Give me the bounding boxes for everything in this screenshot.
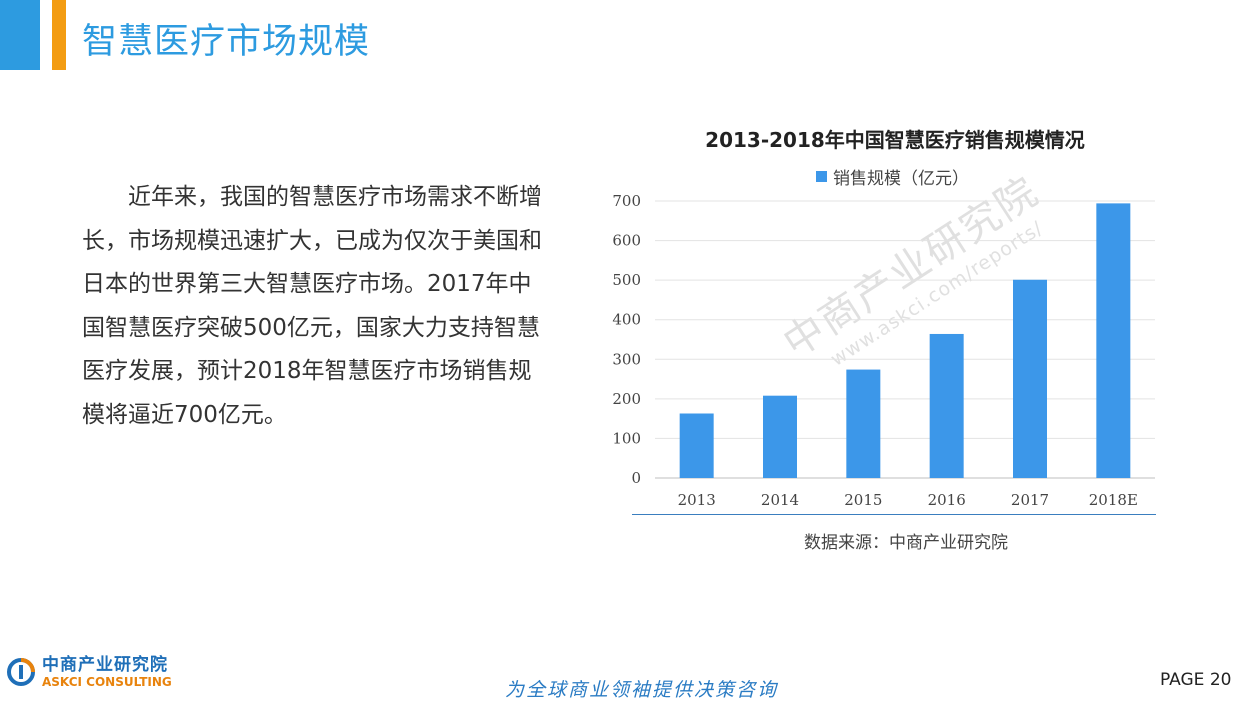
y-tick-label: 0 bbox=[631, 469, 641, 487]
y-tick-label: 700 bbox=[612, 192, 641, 210]
bar bbox=[679, 413, 714, 478]
x-tick-label: 2015 bbox=[844, 491, 882, 509]
bar bbox=[846, 369, 881, 478]
body-paragraph: 近年来，我国的智慧医疗市场需求不断增长，市场规模迅速扩大，已成为仅次于美国和日本… bbox=[82, 184, 542, 428]
chart-legend: 销售规模（亿元） bbox=[816, 164, 969, 189]
legend-label: 销售规模（亿元） bbox=[833, 169, 969, 189]
y-tick-label: 200 bbox=[612, 390, 641, 408]
header-accent-blue bbox=[0, 0, 40, 70]
header-accent-orange bbox=[52, 0, 66, 70]
askci-logo-icon bbox=[7, 658, 35, 686]
bar-chart: 0 100 200 300 400 500 600 700 2013 2014 2015 2016 20… bbox=[612, 192, 1155, 509]
footer-slogan: 为全球商业领袖提供决策咨询 bbox=[505, 679, 779, 701]
y-tick-label: 100 bbox=[612, 429, 641, 447]
page-number: PAGE 20 bbox=[1160, 670, 1232, 690]
company-logo: 中商产业研究院 ASKCI CONSULTING bbox=[6, 655, 172, 689]
bar bbox=[1096, 203, 1131, 479]
x-tick-label: 2016 bbox=[928, 491, 966, 509]
x-tick-label: 2014 bbox=[761, 491, 799, 509]
y-tick-label: 500 bbox=[612, 271, 641, 289]
legend-swatch bbox=[816, 171, 827, 182]
chart-title: 2013-2018年中国智慧医疗销售规模情况 bbox=[705, 128, 1085, 152]
y-tick-label: 400 bbox=[612, 311, 641, 329]
page-title: 智慧医疗市场规模 bbox=[82, 22, 371, 62]
logo-en-text: ASKCI CONSULTING bbox=[42, 675, 172, 689]
y-tick-label: 600 bbox=[612, 232, 641, 250]
bar bbox=[929, 333, 964, 478]
logo-cn-text: 中商产业研究院 bbox=[42, 655, 168, 675]
source-divider bbox=[632, 514, 1156, 515]
bar bbox=[763, 395, 797, 478]
data-source: 数据来源：中商产业研究院 bbox=[804, 533, 1008, 553]
x-tick-label: 2017 bbox=[1011, 491, 1049, 509]
y-tick-label: 300 bbox=[612, 350, 641, 368]
x-tick-label: 2013 bbox=[678, 491, 716, 509]
x-tick-label: 2018E bbox=[1089, 491, 1138, 509]
bar bbox=[1013, 279, 1047, 478]
